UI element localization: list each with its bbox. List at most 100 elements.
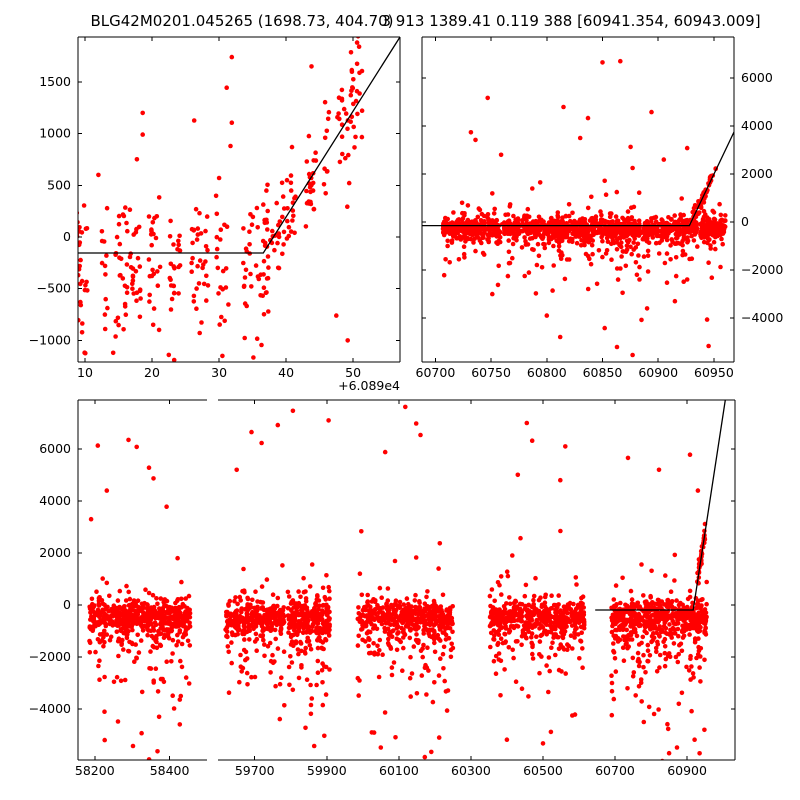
data-point — [168, 609, 173, 614]
data-point — [102, 674, 107, 680]
data-point — [96, 622, 101, 628]
data-point — [177, 263, 183, 268]
data-point — [490, 614, 495, 620]
data-point — [669, 599, 675, 604]
data-point — [559, 250, 564, 255]
data-point — [691, 611, 697, 617]
data-point — [150, 267, 155, 273]
data-point — [502, 667, 507, 672]
data-point — [522, 213, 527, 218]
data-point — [114, 234, 120, 240]
data-point — [351, 124, 357, 130]
data-point — [356, 605, 361, 610]
data-point — [214, 211, 220, 217]
data-point — [675, 659, 681, 665]
data-point — [176, 238, 181, 244]
data-point — [235, 632, 240, 637]
data-point — [168, 307, 174, 312]
data-point — [629, 631, 634, 636]
data-point — [275, 595, 281, 601]
data-point — [264, 217, 269, 223]
data-point — [556, 602, 561, 607]
data-point — [549, 593, 554, 598]
data-point — [226, 649, 231, 655]
data-point — [102, 263, 108, 269]
data-point — [599, 212, 604, 218]
data-point — [96, 603, 102, 608]
data-point — [356, 693, 362, 698]
data-point — [261, 272, 266, 277]
data-point — [154, 214, 160, 219]
data-point — [555, 618, 560, 624]
data-point — [570, 210, 575, 216]
data-point — [124, 632, 130, 638]
data-point — [555, 214, 561, 220]
data-point — [448, 227, 454, 232]
data-point — [551, 632, 557, 637]
data-point — [155, 601, 160, 607]
data-point — [496, 263, 502, 269]
data-point — [120, 626, 125, 631]
data-point — [118, 678, 124, 684]
data-point — [379, 595, 385, 600]
data-point — [530, 644, 535, 650]
data-point — [495, 580, 501, 585]
data-point — [448, 654, 454, 660]
data-point — [623, 218, 629, 223]
data-point — [630, 674, 636, 679]
data-point — [526, 270, 532, 275]
data-point — [99, 609, 105, 614]
data-point — [109, 613, 114, 618]
data-point — [277, 219, 283, 224]
data-point — [549, 645, 554, 650]
data-point — [690, 671, 696, 676]
data-point — [372, 652, 377, 657]
data-point — [662, 620, 667, 626]
data-point — [609, 629, 615, 635]
data-point — [537, 639, 543, 644]
x-tick-label: 60750 — [471, 365, 511, 380]
data-point — [280, 251, 285, 257]
data-point — [114, 608, 120, 613]
data-point — [377, 608, 383, 614]
data-point — [413, 627, 419, 632]
data-point — [303, 651, 308, 656]
data-point — [140, 628, 146, 633]
data-point — [482, 229, 487, 235]
data-point — [523, 582, 529, 588]
data-point — [304, 629, 310, 635]
data-point — [515, 229, 521, 234]
data-point — [310, 623, 316, 628]
data-point — [364, 631, 370, 636]
data-point — [622, 610, 627, 615]
data-point — [503, 212, 508, 218]
data-point — [265, 208, 271, 214]
data-point — [172, 605, 178, 611]
data-point — [562, 276, 568, 282]
data-point — [559, 669, 564, 674]
data-point — [172, 266, 177, 271]
data-point — [153, 666, 159, 671]
data-point — [618, 58, 623, 64]
data-point — [251, 355, 256, 360]
data-point — [673, 236, 679, 241]
data-point — [723, 213, 728, 218]
scatter-points — [223, 404, 709, 760]
data-point — [382, 710, 388, 715]
y-tick-label: 2000 — [39, 545, 71, 560]
data-point — [687, 588, 693, 594]
data-point — [355, 675, 361, 681]
data-point — [662, 650, 668, 656]
data-point — [139, 623, 144, 628]
data-point — [155, 397, 160, 402]
data-point — [564, 231, 570, 237]
data-point — [672, 298, 678, 304]
data-point — [319, 645, 325, 651]
data-point — [164, 504, 169, 510]
data-point — [191, 299, 197, 304]
data-point — [237, 679, 242, 685]
data-point — [424, 692, 429, 697]
data-point — [306, 171, 312, 177]
data-point — [653, 613, 658, 618]
data-point — [718, 264, 723, 270]
